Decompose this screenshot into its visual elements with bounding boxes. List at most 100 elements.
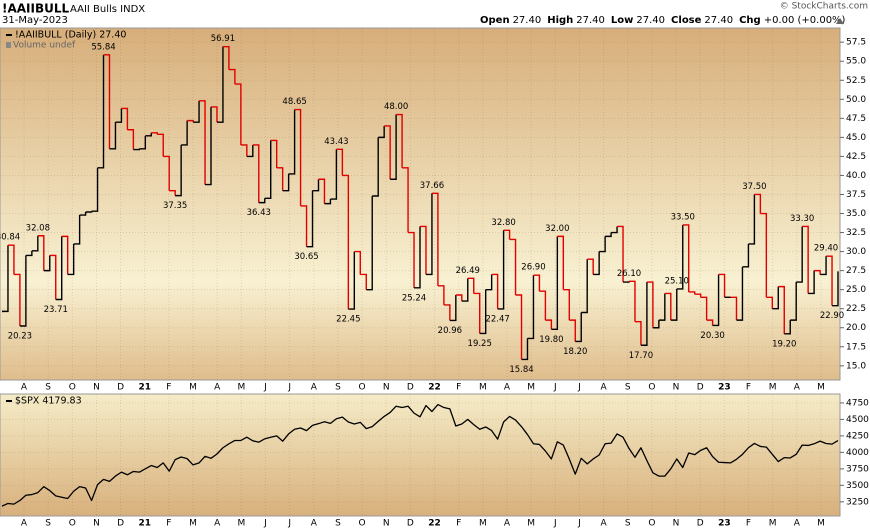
data-label: 22.45 [336, 315, 360, 325]
legend-label: !AAIIBULL (Daily) 27.40 [15, 30, 126, 41]
step-segment [778, 285, 785, 334]
x-tick-label: A [214, 383, 221, 393]
step-segment [163, 155, 170, 191]
x-tick-label: J [287, 383, 291, 393]
data-label: 26.49 [456, 266, 480, 276]
step-segment [360, 273, 367, 290]
step-segment [222, 45, 230, 70]
data-label: 55.84 [91, 42, 115, 52]
data-label: 30.84 [0, 233, 20, 243]
step-segment [581, 259, 588, 314]
y-tick-label: 50.0 [846, 95, 866, 105]
x-tick-label: A [601, 519, 608, 529]
step-segment [294, 108, 302, 206]
step-segment [193, 100, 200, 123]
step-segment [808, 270, 815, 295]
x-tick-label: M [479, 519, 487, 529]
step-segment [515, 294, 523, 360]
step-segment [479, 289, 487, 335]
x-tick-label: F [456, 383, 461, 393]
step-segment [754, 193, 762, 214]
x-tick-label: J [287, 519, 291, 529]
step-segment [790, 282, 797, 321]
step-segment [700, 296, 708, 321]
data-label: 23.71 [44, 305, 68, 315]
step-segment [640, 282, 648, 346]
y-tick-label: 47.5 [846, 114, 866, 124]
y-tick-label: 15.0 [846, 361, 866, 371]
step-segment [181, 120, 188, 146]
step-segment [676, 224, 684, 290]
x-tick-label: O [69, 519, 76, 529]
quote-label: Low [611, 15, 633, 26]
x-tick-label: M [479, 383, 487, 393]
step-segment [533, 274, 541, 292]
step-segment [306, 190, 314, 248]
data-label: 20.96 [438, 326, 462, 336]
step-segment [736, 266, 744, 321]
step-segment [73, 215, 81, 245]
step-segment [133, 148, 141, 151]
step-segment [211, 106, 218, 123]
step-segment [396, 113, 403, 168]
x-tick-label: M [769, 519, 777, 529]
x-tick-label: J [577, 383, 581, 393]
x-tick-label: M [189, 383, 197, 393]
data-label: 37.66 [420, 181, 444, 191]
step-segment [330, 149, 338, 200]
step-segment [688, 291, 696, 295]
volume-icon [6, 42, 11, 48]
quote-label: High [547, 15, 573, 26]
x-tick-label: S [45, 383, 51, 393]
step-segment [575, 312, 582, 343]
step-segment [742, 243, 750, 268]
quote-value: 27.40 [576, 15, 605, 26]
data-label: 32.80 [491, 218, 515, 228]
quote-label: Chg [739, 15, 761, 26]
step-segment [503, 229, 511, 240]
x-tick-label: A [504, 383, 511, 393]
x-tick-label: O [359, 519, 366, 529]
step-segment [31, 235, 39, 252]
step-segment [521, 338, 529, 361]
x-tick-label: A [794, 519, 801, 529]
step-segment [832, 271, 839, 307]
data-label: 56.91 [211, 34, 235, 44]
data-label: 32.00 [545, 224, 569, 234]
step-segment [318, 178, 326, 204]
step-segment [276, 167, 284, 191]
data-label: 32.08 [26, 223, 50, 233]
step-segment [826, 255, 833, 306]
x-tick-label: D [117, 383, 124, 393]
data-label: 26.90 [521, 263, 545, 273]
x-tick-label: M [237, 383, 245, 393]
step-segment [228, 68, 236, 85]
step-segment [545, 319, 553, 330]
y-tick-label: 37.5 [846, 190, 866, 200]
step-segment [551, 236, 559, 330]
quote-label: Open [480, 15, 510, 26]
y-tick-label: 3250 [846, 497, 869, 507]
x-tick-label: N [673, 519, 680, 529]
step-segment [569, 319, 576, 342]
x-tick-label: M [189, 519, 197, 529]
symbol: !AAIIBULL [2, 2, 70, 16]
step-segment [91, 167, 99, 212]
data-label: 25.10 [665, 276, 689, 286]
data-label: 29.40 [814, 244, 838, 254]
y-tick-label: 22.5 [846, 304, 866, 314]
step-segment [760, 212, 768, 298]
step-segment [336, 148, 344, 176]
step-segment [199, 100, 206, 185]
step-segment [270, 139, 278, 168]
x-tick-label: N [93, 383, 100, 393]
y-tick-label: 57.5 [846, 38, 866, 48]
step-segment [605, 232, 612, 238]
x-tick-label: D [697, 519, 704, 529]
step-segment [348, 251, 356, 310]
x-tick-label: M [817, 519, 825, 529]
data-label: 20.23 [8, 331, 32, 341]
y-tick-label: 17.5 [846, 342, 866, 352]
x-tick-label: F [456, 519, 461, 529]
legend-label: $SPX 4179.83 [15, 396, 82, 407]
